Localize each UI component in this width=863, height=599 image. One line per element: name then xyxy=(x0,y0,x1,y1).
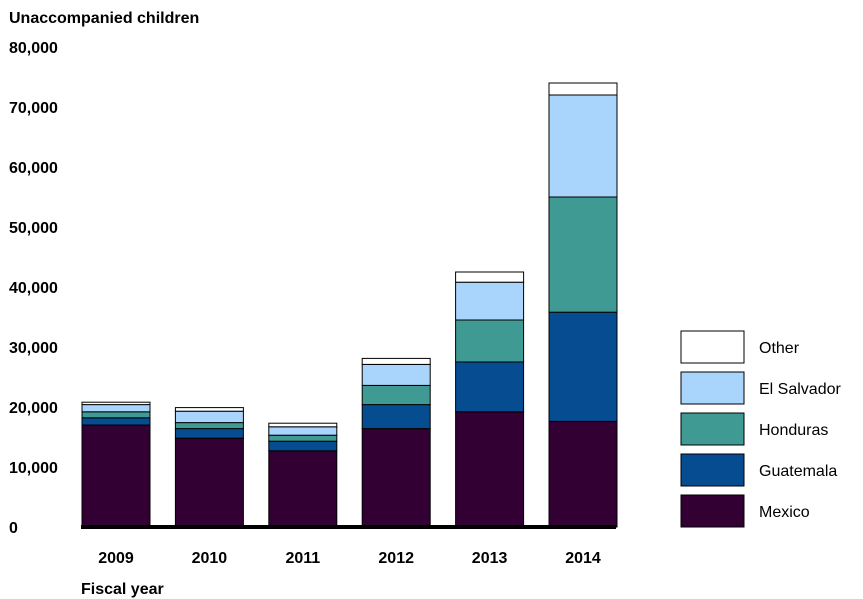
bar-segment-el-salvador xyxy=(268,426,338,436)
x-tick-label: 2011 xyxy=(285,550,320,567)
y-tick-label: 30,000 xyxy=(9,340,58,357)
bar-segment-honduras xyxy=(81,411,151,419)
bar-segment-guatemala xyxy=(268,440,338,452)
legend-swatch xyxy=(680,453,745,487)
y-axis-ticks: 0 10,000 20,000 30,000 40,000 50,000 60,000 70,… xyxy=(9,40,58,537)
bar-segment-mexico xyxy=(81,424,151,528)
x-tick-label: 2012 xyxy=(378,550,414,567)
bar-segment-other xyxy=(268,422,338,428)
legend-label: Other xyxy=(759,340,800,357)
legend-label: Mexico xyxy=(759,504,810,521)
bar-segment-other xyxy=(174,407,244,412)
bar-segment-guatemala xyxy=(455,361,525,413)
bar-segment-other xyxy=(548,82,618,96)
bar-segment-mexico xyxy=(548,420,618,528)
bar-segment-mexico xyxy=(174,437,244,528)
bar-segment-el-salvador xyxy=(81,404,151,413)
bar-segment-el-salvador xyxy=(455,281,525,321)
bar-segment-honduras xyxy=(268,434,338,442)
x-axis-ticks: 2009 2010 2011 2012 2013 2014 xyxy=(98,550,601,567)
legend-swatch xyxy=(680,371,745,405)
bar-segment-honduras xyxy=(548,196,618,313)
legend-swatch xyxy=(680,494,745,528)
bar-segment-guatemala xyxy=(361,404,431,430)
legend-swatch xyxy=(680,412,745,446)
bar-segment-other xyxy=(455,271,525,283)
bars-group xyxy=(81,82,618,528)
bar-segment-guatemala xyxy=(548,311,618,422)
bar-segment-other xyxy=(361,357,431,365)
x-tick-label: 2014 xyxy=(565,550,601,567)
bar-segment-honduras xyxy=(455,319,525,363)
x-axis-label: Fiscal year xyxy=(81,581,164,598)
bar-segment-el-salvador xyxy=(548,94,618,198)
y-tick-label: 10,000 xyxy=(9,460,58,477)
y-tick-label: 70,000 xyxy=(9,100,58,117)
bar-segment-el-salvador xyxy=(361,363,431,386)
bar-segment-mexico xyxy=(361,428,431,528)
bar-segment-el-salvador xyxy=(174,410,244,424)
bar-segment-mexico xyxy=(268,450,338,528)
y-tick-label: 20,000 xyxy=(9,400,58,417)
legend-label: El Salvador xyxy=(759,381,841,398)
legend-swatch xyxy=(680,330,745,364)
y-tick-label: 80,000 xyxy=(9,40,58,57)
y-tick-label: 50,000 xyxy=(9,220,58,237)
legend-label: Guatemala xyxy=(759,463,837,480)
y-tick-label: 40,000 xyxy=(9,280,58,297)
legend: Other El Salvador Honduras Guatemala Mexico xyxy=(680,330,841,528)
x-tick-label: 2010 xyxy=(192,550,228,567)
x-tick-label: 2013 xyxy=(472,550,508,567)
bar-segment-guatemala xyxy=(174,428,244,439)
legend-label: Honduras xyxy=(759,422,828,439)
bar-segment-honduras xyxy=(361,384,431,406)
y-axis-label: Unaccompanied children xyxy=(9,10,199,27)
bar-segment-mexico xyxy=(455,411,525,528)
x-tick-label: 2009 xyxy=(98,550,134,567)
y-tick-label: 60,000 xyxy=(9,160,58,177)
bar-segment-guatemala xyxy=(81,417,151,426)
bar-segment-other xyxy=(81,401,151,406)
y-tick-label: 0 xyxy=(9,520,18,537)
bar-segment-honduras xyxy=(174,422,244,430)
